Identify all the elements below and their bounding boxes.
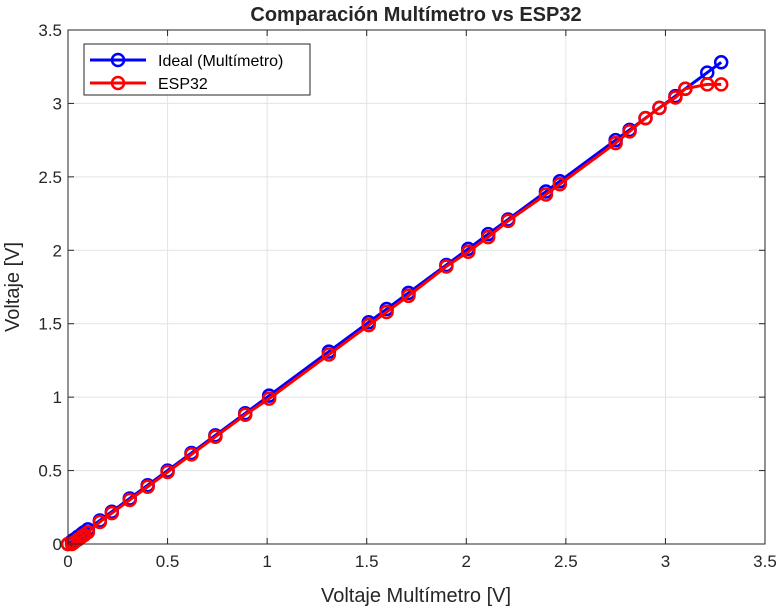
data-point: [678, 81, 693, 96]
data-point: [160, 464, 175, 480]
y-axis-label: Voltaje [V]: [2, 242, 24, 332]
x-tick-label: 3.5: [753, 552, 777, 571]
y-tick-label: 1.5: [38, 315, 62, 334]
y-tick-label: 2.5: [38, 168, 62, 187]
y-tick-label: 0.5: [38, 462, 62, 481]
data-point: [104, 505, 120, 521]
x-tick-label: 1.5: [355, 552, 379, 571]
data-point: [480, 229, 496, 245]
data-point: [184, 447, 199, 462]
data-point: [321, 347, 337, 362]
y-tick-label: 3: [53, 94, 62, 113]
data-point: [140, 479, 155, 494]
data-point: [638, 110, 653, 126]
chart-title: Comparación Multímetro vs ESP32: [250, 4, 581, 26]
data-point: [622, 124, 637, 139]
series-esp32: [60, 77, 729, 552]
ticks: 0 0.5 1 1.5 2 2.5 3 3.5 0 0.5 1 1.5 2 2.5 3 3.5: [38, 21, 776, 571]
legend-entry-label: Ideal (Multímetro): [158, 53, 283, 70]
legend-marker: [110, 52, 126, 68]
data-point: [713, 77, 729, 92]
x-tick-label: 0: [63, 552, 72, 571]
legend-marker: [110, 75, 126, 91]
data-point: [208, 429, 223, 445]
data-point: [361, 317, 376, 333]
data-point: [92, 514, 108, 530]
legend-entry-label: ESP32: [158, 76, 208, 93]
data-point: [608, 135, 623, 151]
data-point: [80, 525, 96, 540]
data-point: [713, 55, 729, 70]
x-tick-label: 3: [661, 552, 670, 571]
data-point: [379, 304, 394, 320]
x-tick-label: 0.5: [156, 552, 180, 571]
x-tick-label: 2: [462, 552, 471, 571]
x-tick-label: 1: [262, 552, 271, 571]
y-tick-label: 3.5: [38, 21, 62, 40]
x-tick-label: 2.5: [554, 552, 578, 571]
plot-frame: [67, 29, 766, 545]
y-tick-label: 1: [53, 388, 62, 407]
data-point: [122, 492, 137, 508]
y-tick-label: 0: [53, 535, 62, 554]
y-tick-label: 2: [53, 241, 62, 260]
data-point: [668, 90, 683, 105]
data-point: [237, 407, 253, 423]
data-point: [439, 259, 454, 274]
data-point: [261, 391, 277, 406]
data-point: [461, 244, 476, 260]
data-point: [699, 77, 715, 92]
data-point: [538, 187, 554, 202]
data-point: [401, 288, 416, 304]
data-point: [652, 100, 667, 116]
legend: Ideal (Multímetro) ESP32: [83, 43, 311, 96]
data-point: [552, 176, 568, 192]
x-axis-label: Voltaje Multímetro [V]: [321, 585, 511, 607]
data-point: [500, 213, 516, 229]
